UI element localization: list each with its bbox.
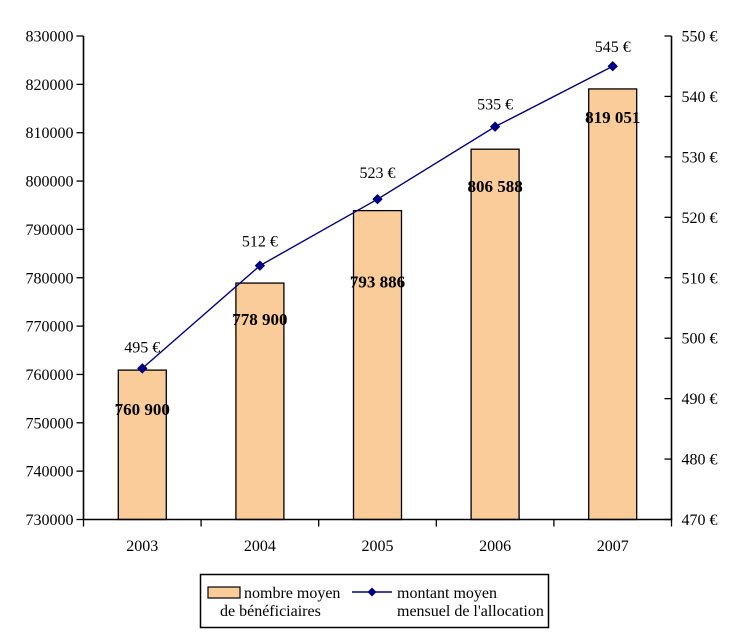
left-axis-tick-label: 780000 [26,270,74,287]
line-value-label: 545 € [595,39,631,56]
right-axis-tick-label: 470 € [682,512,718,529]
legend-bar-swatch [207,586,241,599]
line-value-label: 523 € [360,165,396,182]
left-axis-tick-label: 810000 [26,125,74,142]
left-axis-tick-label: 800000 [26,174,74,191]
legend-diamond-icon [367,587,377,597]
line-marker-2003 [137,363,148,374]
left-axis-tick-label: 770000 [26,319,74,336]
legend-label-beneficiaires: de bénéficiaires [220,603,321,620]
right-axis-tick-label: 540 € [682,89,718,106]
category-label: 2004 [244,538,276,555]
legend-label-montant: montant moyen [397,585,497,602]
left-axis-tick-label: 790000 [26,222,74,239]
bar-value-label: 806 588 [467,177,522,196]
right-axis-tick-label: 530 € [682,149,718,166]
bar-2005 [352,209,403,521]
category-label: 2005 [362,538,394,555]
legend-label-montant: mensuel de l'allocation [397,603,544,620]
right-axis-tick-label: 490 € [682,391,718,408]
bar-value-label: 793 886 [350,273,405,292]
line-value-label: 535 € [477,97,513,114]
line-marker-2005 [372,193,383,205]
line-marker-2007 [607,61,618,72]
left-axis-tick-label: 730000 [26,512,74,529]
line-marker-2004 [254,260,266,271]
bar-value-label: 778 900 [232,310,287,329]
category-label: 2003 [126,538,158,555]
legend-box [199,573,550,629]
line-marker-2006 [489,121,501,132]
left-axis-tick-label: 760000 [26,367,74,384]
category-label: 2007 [597,538,629,555]
bar-2007 [588,88,638,521]
bar-value-label: 760 900 [115,400,170,419]
category-label: 2006 [479,538,511,555]
bar-2003 [117,369,167,521]
left-axis-tick-label: 830000 [26,29,74,46]
right-axis-tick-label: 510 € [682,270,718,287]
bar-value-label: 819 051 [585,108,640,127]
line-value-label: 512 € [242,234,278,251]
right-axis-tick-label: 550 € [682,29,718,46]
bar-2004 [235,282,285,521]
line-value-label: 495 € [124,339,160,356]
bar-2006 [470,148,520,521]
left-axis-tick-label: 820000 [26,77,74,94]
legend-label-beneficiaires: nombre moyen [244,585,340,602]
right-axis-tick-label: 480 € [682,452,718,469]
right-axis-tick-label: 520 € [682,210,718,227]
left-axis-tick-label: 750000 [26,415,74,432]
left-axis-tick-label: 740000 [26,464,74,481]
right-axis-tick-label: 500 € [682,331,718,348]
